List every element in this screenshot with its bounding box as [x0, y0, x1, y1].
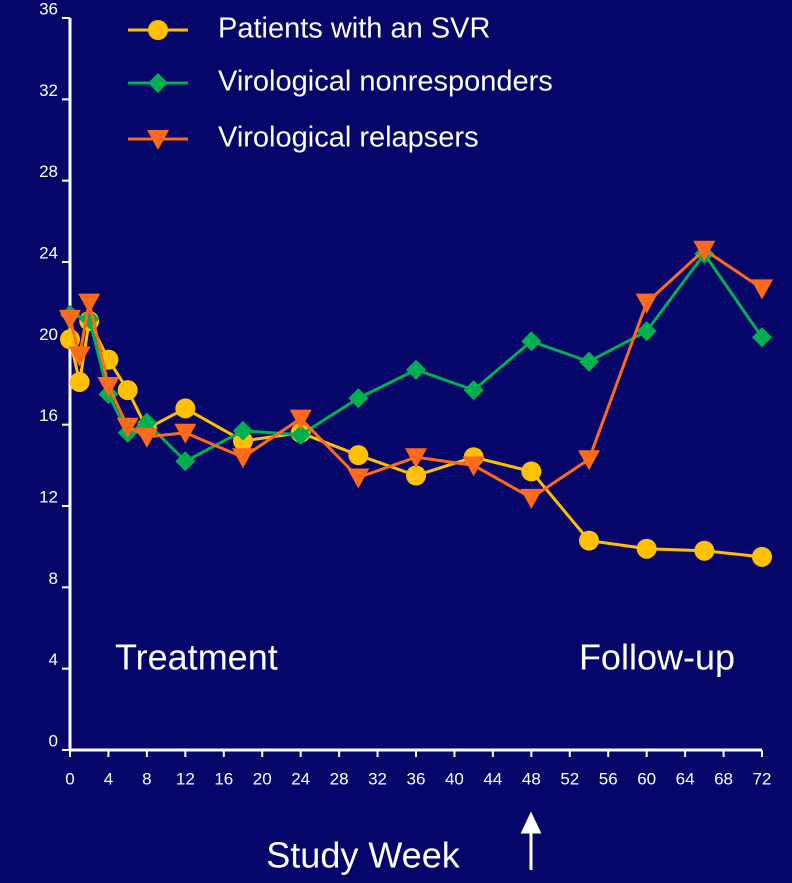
marker: [233, 430, 253, 451]
marker: [578, 450, 600, 471]
marker: [406, 465, 426, 486]
marker: [136, 412, 157, 433]
marker: [147, 130, 169, 150]
marker: [233, 420, 253, 441]
legend-label: Patients with an SVR: [218, 13, 490, 45]
x-tick-label: 68: [714, 769, 733, 788]
y-tick-label: 32: [39, 81, 58, 100]
x-tick-label: 48: [522, 769, 541, 788]
x-tick-label: 4: [104, 769, 113, 788]
line: [69, 251, 764, 464]
x-tick-label: 24: [291, 769, 310, 788]
x-tick-label: 12: [176, 769, 195, 788]
legend-label: Virological relapsers: [218, 122, 479, 154]
y-tick-label: 0: [49, 731, 58, 750]
marker: [406, 359, 426, 380]
marker: [579, 351, 599, 372]
marker: [135, 427, 158, 448]
marker: [751, 279, 773, 300]
marker: [116, 417, 139, 438]
x-tick-label: 60: [637, 769, 656, 788]
x-tick-label: 32: [368, 769, 387, 788]
y-tick-label: 28: [39, 162, 58, 181]
marker: [175, 398, 196, 419]
marker: [579, 530, 599, 551]
x-tick-label: 8: [142, 769, 151, 788]
marker: [405, 448, 427, 469]
y-tick-label: 36: [39, 0, 58, 18]
marker: [752, 327, 772, 348]
marker: [175, 451, 196, 472]
annotation: Treatment: [115, 637, 278, 678]
marker: [348, 445, 369, 466]
marker: [463, 380, 484, 401]
marker: [462, 456, 485, 477]
x-tick-label: 64: [676, 769, 695, 788]
marker: [148, 20, 168, 40]
marker: [59, 309, 81, 330]
y-tick-label: 16: [39, 406, 58, 425]
marker: [232, 448, 254, 469]
x-tick-label: 44: [483, 769, 502, 788]
marker: [347, 468, 370, 489]
marker: [521, 461, 542, 482]
marker: [97, 377, 120, 398]
marker: [69, 371, 90, 392]
y-tick-label: 4: [49, 650, 58, 669]
marker: [693, 240, 716, 261]
marker: [348, 388, 369, 409]
x-tick-label: 28: [330, 769, 349, 788]
y-tick-label: 24: [39, 243, 58, 262]
marker: [289, 409, 312, 430]
x-tick-label: 16: [214, 769, 233, 788]
marker: [148, 73, 168, 93]
marker: [635, 293, 658, 314]
x-tick-label: 40: [445, 769, 464, 788]
x-tick-label: 0: [65, 769, 74, 788]
x-tick-label: 52: [560, 769, 579, 788]
marker: [636, 538, 657, 559]
marker: [117, 380, 138, 401]
x-axis-label: Study Week: [266, 835, 460, 876]
marker: [694, 540, 715, 561]
marker: [290, 424, 311, 445]
marker: [636, 321, 657, 342]
y-tick-label: 20: [39, 325, 58, 344]
y-tick-label: 12: [39, 487, 58, 506]
x-tick-label: 72: [753, 769, 772, 788]
x-tick-label: 56: [599, 769, 618, 788]
y-tick-label: 8: [49, 569, 58, 588]
x-tick-label: 20: [253, 769, 272, 788]
annotation: Follow-up: [579, 637, 735, 678]
marker: [68, 346, 91, 367]
arrow: [520, 811, 542, 870]
legend-label: Virological nonresponders: [218, 66, 553, 98]
x-tick-label: 36: [407, 769, 426, 788]
marker: [521, 331, 542, 352]
marker: [174, 423, 197, 444]
marker: [520, 488, 543, 509]
marker: [752, 546, 772, 567]
marker: [78, 293, 101, 314]
